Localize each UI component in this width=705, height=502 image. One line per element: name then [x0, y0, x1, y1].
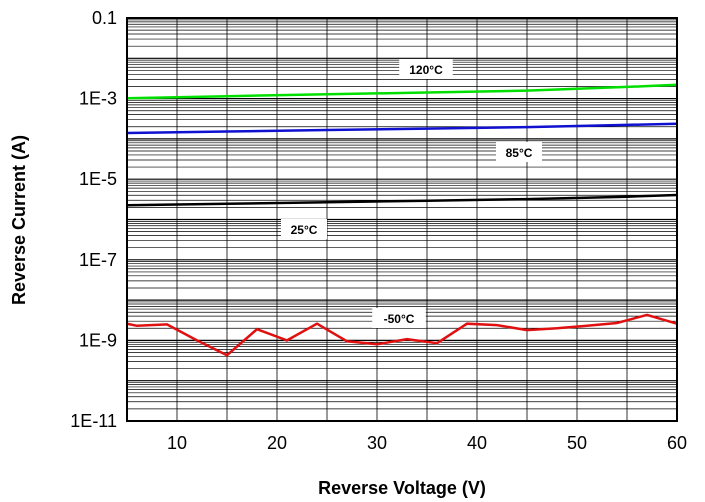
annotation-layer: 120°C 85°C 25°C -50°C: [281, 59, 542, 328]
x-tick-label: 40: [467, 433, 487, 453]
annotation-box: [281, 219, 327, 239]
series-line-120C: [126, 83, 678, 100]
annotation-label: 85°C: [506, 146, 533, 160]
x-tick-label: 20: [267, 433, 287, 453]
grid: [126, 18, 678, 422]
series-layer: [126, 83, 678, 357]
y-tick-label: 1E-11: [70, 411, 117, 431]
x-tick-label: 60: [667, 433, 687, 453]
x-axis-title: Reverse Voltage (V): [318, 478, 486, 498]
annotation-box: [496, 142, 542, 162]
series-line-85C: [126, 122, 678, 135]
annotation-box: [399, 59, 453, 79]
y-tick-label: 0.1: [92, 8, 117, 28]
annotation-label: -50°C: [384, 312, 415, 326]
x-tick-label: 50: [567, 433, 587, 453]
plot-frame: [126, 17, 678, 422]
annotation-label: 25°C: [291, 223, 318, 237]
x-tick-labels: 10 20 30 40 50 60: [167, 433, 687, 453]
x-tick-label: 30: [367, 433, 387, 453]
y-tick-label: 1E-7: [79, 250, 117, 270]
y-axis-title: Reverse Current (A): [9, 135, 29, 305]
y-tick-label: 1E-5: [79, 169, 117, 189]
annotation-box: [372, 308, 426, 328]
y-tick-label: 1E-9: [79, 330, 117, 350]
y-tick-label: 1E-3: [79, 89, 117, 109]
x-tick-label: 10: [167, 433, 187, 453]
series-line-minus50C: [126, 313, 678, 357]
annotation-label: 120°C: [409, 63, 443, 77]
y-tick-labels: 1E-11 1E-9 1E-7 1E-5 1E-3 0.1: [70, 8, 117, 431]
series-line-25C: [126, 193, 678, 207]
